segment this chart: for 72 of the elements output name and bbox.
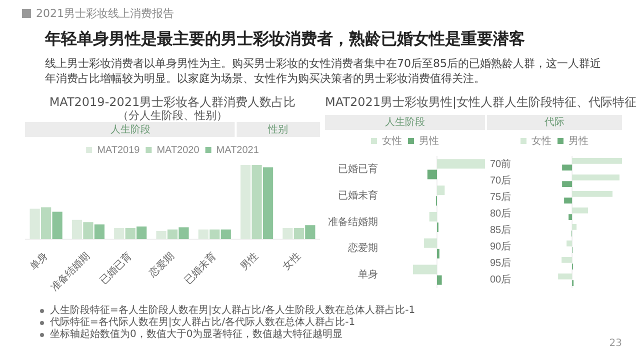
bar — [94, 224, 105, 240]
chart-title: MAT2021男士彩妆男性|女性人群人生阶段特征、代际特征 — [325, 95, 637, 109]
x-tick-label: 单身 — [28, 250, 50, 273]
bar — [562, 181, 572, 188]
text: 坐标轴起始数值为0，数值大于0为显著特征，数值越大特征越明显 — [50, 329, 343, 341]
y-tick-label: 已婚未育 — [338, 189, 378, 202]
text: 线上男士彩妆消费者以单身男性为主。购买男士彩妆的女性消费者集中在70后至85后的已婚熟龄人群，这一人群近年消费占比增幅较为明显。以家庭为场景、女性作为购买决策者的男士彩妆消费值得关注。 — [45, 56, 602, 86]
text: 23 — [609, 338, 622, 349]
bar — [52, 212, 62, 240]
y-tick-label: 90后 — [490, 240, 512, 252]
y-tick-label: 已婚已育 — [338, 162, 378, 175]
bar — [558, 273, 572, 280]
bar — [562, 164, 572, 171]
y-tick-label: 准备结婚期 — [328, 216, 378, 228]
text: 人生阶段 — [110, 124, 150, 136]
chart-title: MAT2019-2021男士彩妆各人群消费人数占比 — [48, 95, 297, 109]
x-tick-label: 女性 — [280, 250, 303, 273]
bar — [41, 207, 52, 240]
x-tick-label: 已婚未育 — [182, 250, 219, 287]
bar — [220, 230, 231, 240]
bar — [564, 198, 572, 204]
bar — [568, 214, 572, 220]
legend-label: 女性 — [382, 134, 402, 147]
legend-label: 女性 — [532, 134, 552, 147]
y-tick-label: 95后 — [490, 257, 512, 269]
y-tick-label: 85后 — [490, 224, 512, 236]
bar — [427, 170, 437, 180]
bar — [572, 158, 622, 164]
bar — [429, 212, 437, 222]
x-tick-label: 恋爱期 — [146, 250, 177, 280]
legend-label: MAT2020 — [156, 144, 200, 156]
x-tick-label: 已婚已育 — [98, 250, 134, 287]
bar — [178, 227, 189, 240]
text: 2021男士彩妆线上消费报告 — [36, 6, 174, 21]
legend-label: MAT2019 — [97, 144, 140, 156]
legend-label: 男性 — [419, 134, 439, 147]
bar — [437, 186, 445, 196]
text: 人生阶段特征=各人生阶段人数在男|女人群占比/各人生阶段人数在总体人群占比-1 — [50, 305, 416, 316]
chart-subtitle: 代际 — [487, 115, 622, 130]
bar — [562, 256, 572, 263]
y-tick-label: 70前 — [490, 158, 512, 170]
bar — [136, 226, 147, 240]
bar — [125, 228, 136, 240]
chart-subtitle: （分人生阶段、性别） — [116, 109, 228, 122]
text: 性别 — [266, 124, 288, 136]
bar — [413, 264, 437, 274]
bar — [437, 159, 485, 169]
x-tick-label: 男性 — [238, 250, 261, 273]
y-tick-label: 00后 — [490, 274, 512, 286]
bar — [424, 238, 437, 248]
bar — [210, 230, 220, 240]
y-tick-label: 75后 — [490, 191, 512, 203]
bar — [83, 222, 94, 240]
bar — [572, 190, 613, 197]
bar — [572, 224, 577, 230]
y-tick-label: 80后 — [490, 208, 512, 220]
legend-label: MAT2021 — [216, 144, 260, 156]
bar — [572, 207, 588, 214]
bar — [572, 174, 620, 180]
y-tick-label: 70后 — [490, 174, 512, 186]
bar — [294, 228, 304, 240]
legend-label: 男性 — [568, 134, 588, 147]
x-tick-label: 准备结婚期 — [48, 250, 92, 294]
bar — [437, 275, 442, 285]
chart-subtitle: 人生阶段 — [325, 115, 485, 130]
bar — [252, 165, 262, 240]
bar — [305, 225, 316, 240]
bar — [167, 230, 178, 240]
bar — [566, 240, 572, 246]
text: 年轻单身男性是最主要的男士彩妆消费者，熟龄已婚女性是重要潜客 — [45, 29, 525, 50]
bar — [262, 167, 274, 240]
text: 代际特征=各代际人数在男|女人群占比/各代际人数在总体人群占比-1 — [50, 317, 356, 328]
